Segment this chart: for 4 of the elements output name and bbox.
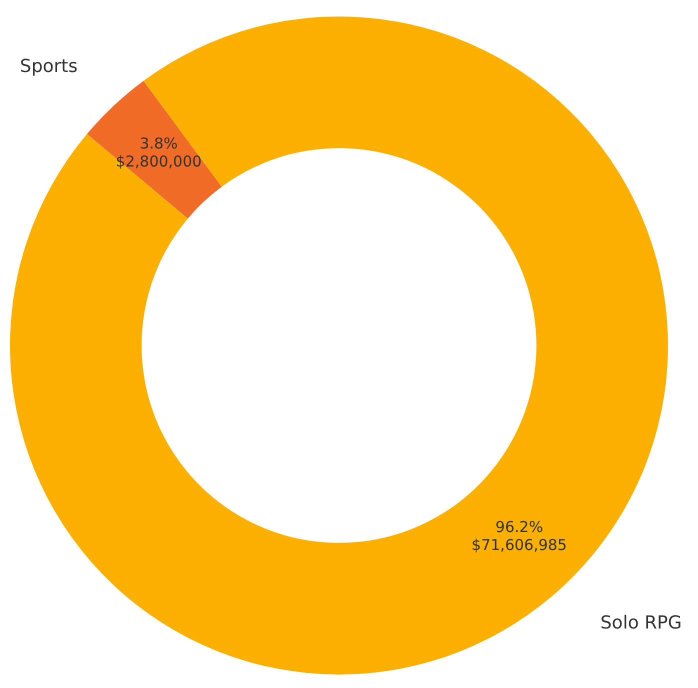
data-label: 3.8% $2,800,000	[116, 134, 202, 171]
slice-label: Sports	[20, 56, 78, 78]
data-label: 96.2% $71,606,985	[472, 518, 567, 554]
slice-label: Solo RPG	[600, 612, 682, 634]
